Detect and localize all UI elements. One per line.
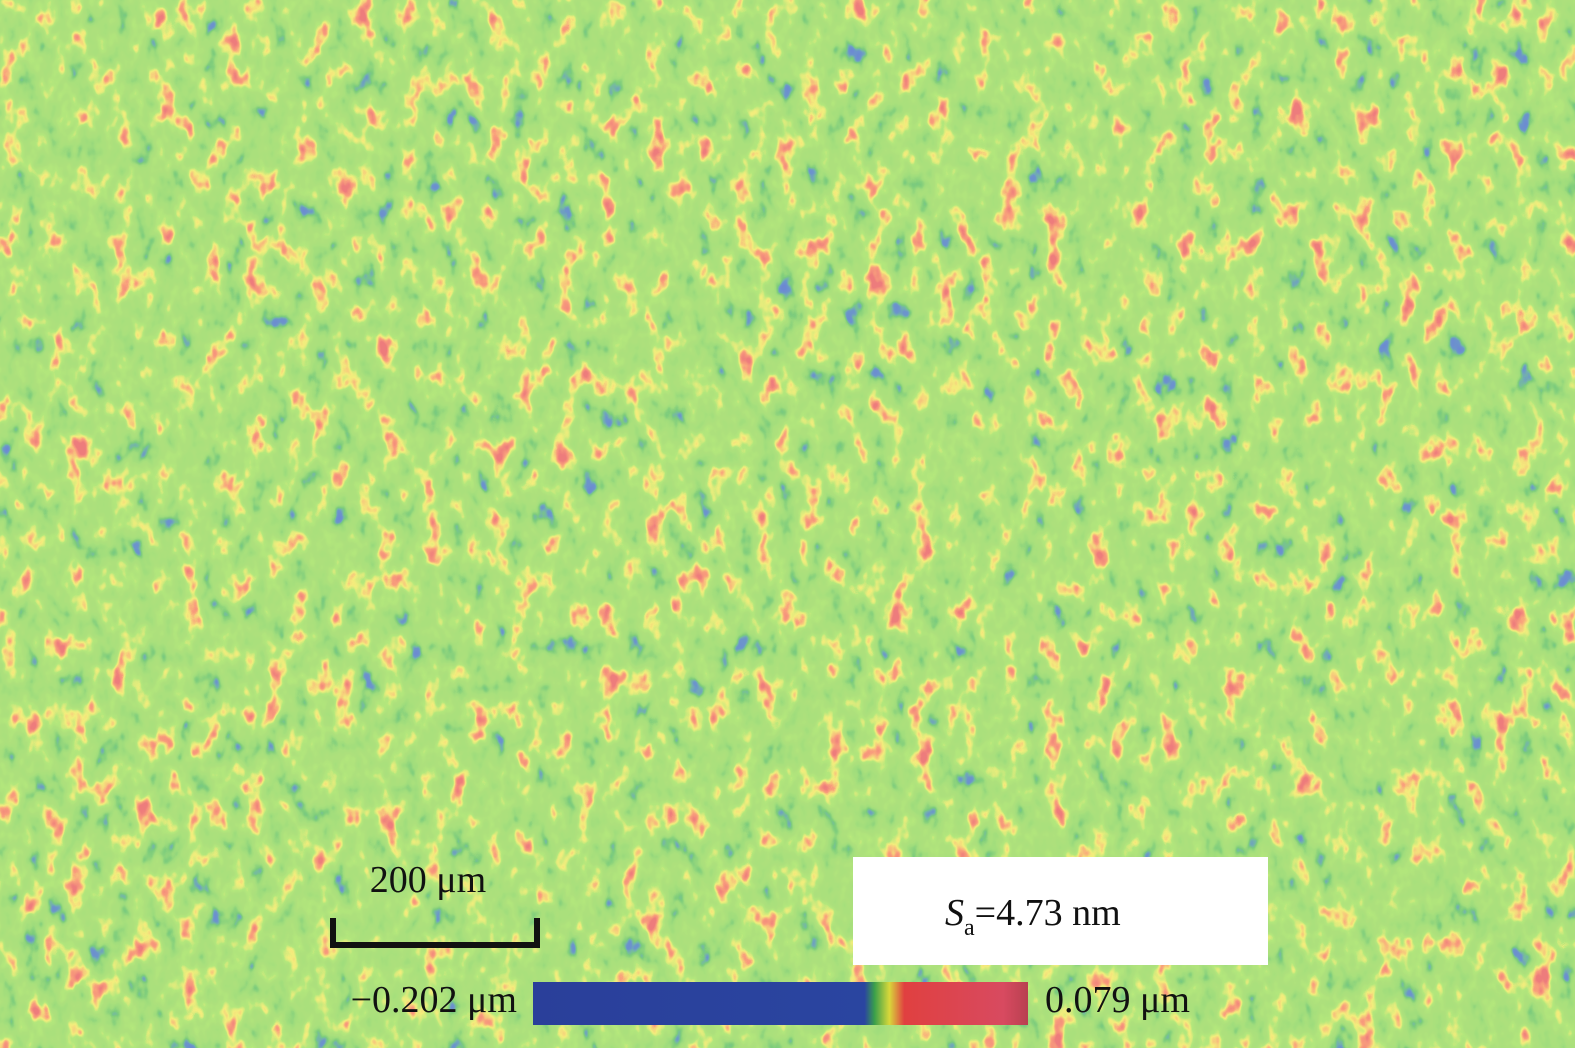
roughness-value: =4.73 nm <box>975 892 1121 934</box>
roughness-label: Sa=4.73 nm <box>945 892 1121 941</box>
label-box <box>853 857 1268 965</box>
scale-bar <box>330 918 540 948</box>
color-bar <box>533 982 1028 1025</box>
color-bar-min: −0.202 μm <box>351 979 517 1021</box>
color-bar-max: 0.079 μm <box>1045 979 1190 1021</box>
surface-map <box>293 0 1268 965</box>
roughness-symbol: S <box>945 892 964 934</box>
scale-bar-label: 200 μm <box>370 859 486 901</box>
roughness-subscript: a <box>964 915 975 941</box>
